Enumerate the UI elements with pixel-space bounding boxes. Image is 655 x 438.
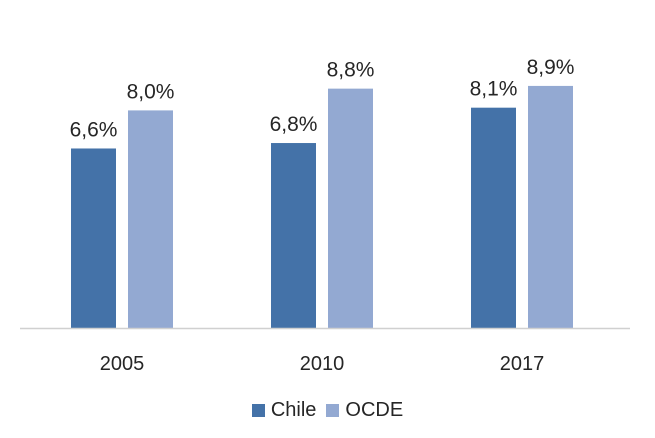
bar-ocde-2017 [528, 85, 573, 328]
legend-item-ocde: OCDE [326, 399, 403, 422]
data-label-ocde-2017: 8,9% [527, 56, 575, 79]
x-tick-label-2017: 2017 [500, 353, 545, 375]
data-label-ocde-2010: 8,8% [327, 59, 375, 82]
data-label-chile-2010: 6,8% [270, 113, 318, 136]
bar-chile-2005 [71, 148, 116, 328]
bar-chile-2010 [271, 143, 316, 328]
bar-ocde-2005 [128, 110, 173, 329]
data-label-chile-2005: 6,6% [70, 118, 118, 141]
bar-chile-2017 [471, 107, 516, 329]
bar-ocde-2010 [328, 88, 373, 328]
legend-swatch-ocde [326, 403, 340, 417]
legend: Chile OCDE [0, 395, 655, 425]
legend-label-ocde: OCDE [345, 398, 404, 421]
data-label-chile-2017: 8,1% [470, 78, 518, 101]
legend-swatch-chile [251, 403, 265, 417]
data-label-ocde-2005: 8,0% [127, 80, 175, 103]
x-tick-label-2005: 2005 [100, 353, 145, 375]
legend-item-chile: Chile [251, 398, 317, 422]
x-tick-label-2010: 2010 [300, 353, 345, 375]
legend-label-chile: Chile [270, 398, 317, 421]
